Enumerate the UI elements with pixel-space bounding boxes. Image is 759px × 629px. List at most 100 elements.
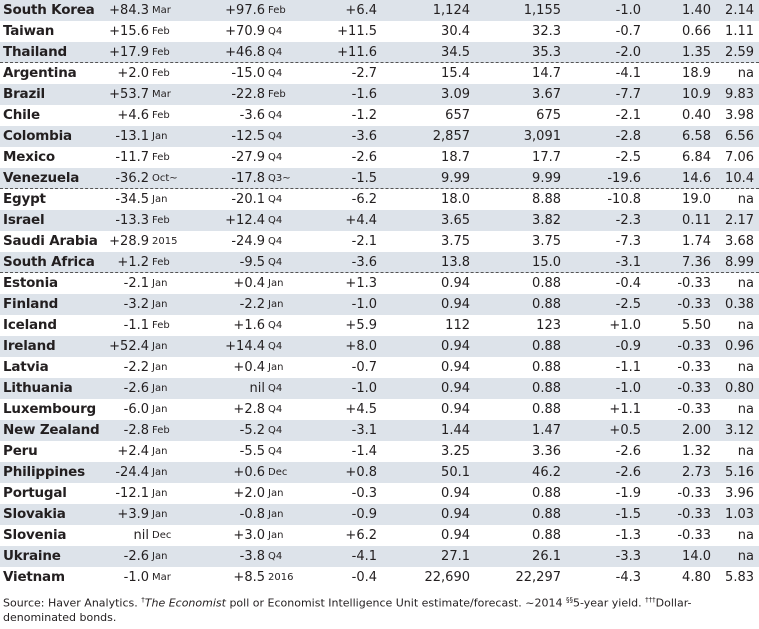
current-account-value: -15.0 xyxy=(231,66,265,81)
bond-yield: na xyxy=(737,360,754,375)
trade-balance-value: +2.4 xyxy=(117,444,149,459)
current-account-value: -9.5 xyxy=(239,255,265,270)
trade-balance-value: -12.1 xyxy=(115,486,149,501)
current-account-value: -24.9 xyxy=(231,234,265,249)
current-account-gdp: -0.3 xyxy=(351,486,377,501)
current-account-period: Q4 xyxy=(268,26,283,37)
currency-latest: 0.94 xyxy=(441,276,470,291)
currency-year-ago: 0.88 xyxy=(532,486,561,501)
budget-balance: -1.9 xyxy=(615,486,641,501)
current-account-gdp: -3.6 xyxy=(351,255,377,270)
table-row: Ireland +52.4 Jan +14.4 Q4 +8.0 0.94 0.88 -0.9 -0… xyxy=(0,336,759,357)
current-account-gdp: -2.6 xyxy=(351,150,377,165)
trade-balance-period: Mar xyxy=(152,89,171,100)
current-account-period: Jan xyxy=(268,299,284,310)
budget-balance: -7.3 xyxy=(615,234,641,249)
short-rate: 4.80 xyxy=(682,570,711,585)
trade-balance-period: Jan xyxy=(152,194,168,205)
short-rate: 7.36 xyxy=(682,255,711,270)
currency-latest: 22,690 xyxy=(424,570,471,585)
current-account-period: Jan xyxy=(268,278,284,289)
currency-year-ago: 22,297 xyxy=(515,570,562,585)
table-row: Philippines -24.4 Jan +0.6 Dec +0.8 50.1 46.2 -2… xyxy=(0,462,759,483)
currency-latest: 0.94 xyxy=(441,339,470,354)
current-account-period: Q4 xyxy=(268,341,283,352)
trade-balance-value: +1.2 xyxy=(117,255,149,270)
country-name: Portugal xyxy=(3,485,67,501)
short-rate: 0.11 xyxy=(682,213,711,228)
current-account-gdp: -1.4 xyxy=(351,444,377,459)
budget-balance: -19.6 xyxy=(607,171,641,186)
budget-balance: +0.5 xyxy=(609,423,641,438)
currency-year-ago: 32.3 xyxy=(532,24,561,39)
table-row: Lithuania -2.6 Jan nil Q4 -1.0 0.94 0.88 -1.0 -0.… xyxy=(0,378,759,399)
trade-balance-value: -11.7 xyxy=(115,150,149,165)
currency-year-ago: 8.88 xyxy=(532,192,561,207)
currency-year-ago: 0.88 xyxy=(532,528,561,543)
currency-year-ago: 0.88 xyxy=(532,381,561,396)
current-account-gdp: +0.8 xyxy=(345,465,377,480)
bond-yield: 8.99 xyxy=(725,255,754,270)
currency-latest: 18.7 xyxy=(441,150,470,165)
short-rate: 19.0 xyxy=(682,192,711,207)
currency-year-ago: 3.75 xyxy=(532,234,561,249)
publication-name: The Economist xyxy=(144,596,226,610)
current-account-value: +1.6 xyxy=(233,318,265,333)
short-rate: 0.66 xyxy=(682,24,711,39)
trade-balance-period: Jan xyxy=(152,383,168,394)
currency-latest: 13.8 xyxy=(441,255,470,270)
trade-balance-period: 2015 xyxy=(152,236,178,247)
current-account-value: +0.4 xyxy=(233,360,265,375)
currency-year-ago: 15.0 xyxy=(532,255,561,270)
short-rate: 6.58 xyxy=(682,129,711,144)
current-account-period: Q4 xyxy=(268,215,283,226)
budget-balance: -2.6 xyxy=(615,444,641,459)
budget-balance: -1.0 xyxy=(615,3,641,18)
table-row: Colombia -13.1 Jan -12.5 Q4 -3.6 2,857 3,091 -2.… xyxy=(0,126,759,147)
current-account-value: -27.9 xyxy=(231,150,265,165)
country-name: Luxembourg xyxy=(3,401,97,417)
currency-latest: 18.0 xyxy=(441,192,470,207)
currency-year-ago: 26.1 xyxy=(532,549,561,564)
current-account-value: -5.5 xyxy=(239,444,265,459)
current-account-gdp: +11.6 xyxy=(337,45,377,60)
current-account-value: -5.2 xyxy=(239,423,265,438)
currency-year-ago: 9.99 xyxy=(532,171,561,186)
currency-latest: 3.25 xyxy=(441,444,470,459)
table-row: Slovenia nil Dec +3.0 Jan +6.2 0.94 0.88 -1.3 -0.… xyxy=(0,525,759,546)
currency-year-ago: 0.88 xyxy=(532,402,561,417)
current-account-gdp: +5.9 xyxy=(345,318,377,333)
current-account-value: +0.4 xyxy=(233,276,265,291)
bond-yield: na xyxy=(737,549,754,564)
currency-latest: 657 xyxy=(445,108,470,123)
table-row: New Zealand -2.8 Feb -5.2 Q4 -3.1 1.44 1.47 +0.5… xyxy=(0,420,759,441)
footnote-source: Source: Haver Analytics. xyxy=(3,596,142,610)
country-name: Philippines xyxy=(3,464,85,480)
currency-latest: 1,124 xyxy=(432,3,470,18)
short-rate: 1.40 xyxy=(682,3,711,18)
country-name: Vietnam xyxy=(3,569,65,585)
bond-yield: 0.96 xyxy=(725,339,754,354)
trade-balance-value: +53.7 xyxy=(109,87,149,102)
table-row: Estonia -2.1 Jan +0.4 Jan +1.3 0.94 0.88 -0.4 -0.… xyxy=(0,273,759,294)
bond-yield: na xyxy=(737,192,754,207)
trade-balance-value: -2.2 xyxy=(123,360,149,375)
short-rate: -0.33 xyxy=(677,528,711,543)
short-rate: 0.40 xyxy=(682,108,711,123)
trade-balance-value: -2.1 xyxy=(123,276,149,291)
currency-year-ago: 0.88 xyxy=(532,360,561,375)
current-account-value: +3.0 xyxy=(233,528,265,543)
country-name: Saudi Arabia xyxy=(3,233,98,249)
trade-balance-value: -2.8 xyxy=(123,423,149,438)
currency-year-ago: 1,155 xyxy=(523,3,561,18)
current-account-value: +70.9 xyxy=(225,24,265,39)
table-row: Argentina +2.0 Feb -15.0 Q4 -2.7 15.4 14.7 -4.1 1… xyxy=(0,63,759,84)
trade-balance-period: Jan xyxy=(152,362,168,373)
trade-balance-period: Feb xyxy=(152,320,170,331)
country-name: Iceland xyxy=(3,317,57,333)
current-account-gdp: +4.4 xyxy=(345,213,377,228)
budget-balance: -2.8 xyxy=(615,129,641,144)
table-row: Mexico -11.7 Feb -27.9 Q4 -2.6 18.7 17.7 -2.5 6.8… xyxy=(0,147,759,168)
table-row: Vietnam -1.0 Mar +8.5 2016 -0.4 22,690 22,297 -4… xyxy=(0,567,759,588)
table-row: Luxembourg -6.0 Jan +2.8 Q4 +4.5 0.94 0.88 +1.1 -… xyxy=(0,399,759,420)
